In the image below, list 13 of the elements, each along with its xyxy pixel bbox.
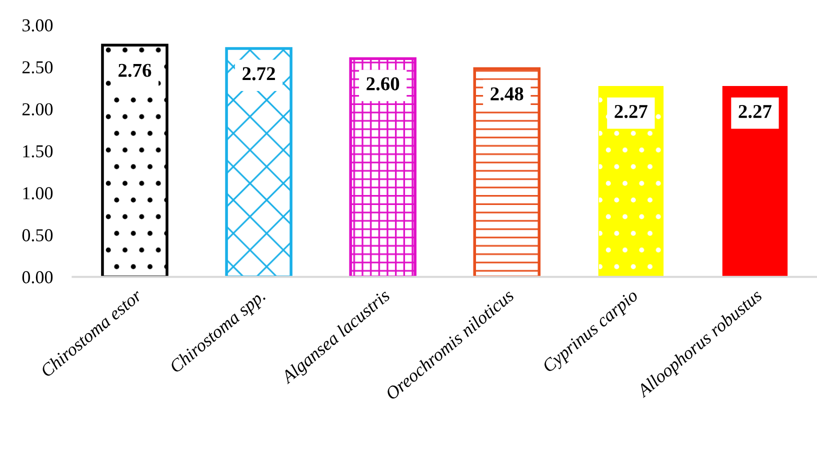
y-tick-label: 0.50 <box>22 229 53 242</box>
data-label: 2.72 <box>242 67 275 80</box>
y-tick-label: 0.00 <box>22 271 53 284</box>
data-label: 2.60 <box>366 77 400 90</box>
y-tick-label: 2.00 <box>22 103 53 116</box>
y-tick-label: 3.00 <box>22 19 53 32</box>
data-label: 2.48 <box>490 87 524 100</box>
data-label: 2.27 <box>738 104 772 118</box>
data-label: 2.27 <box>614 104 648 118</box>
y-tick-label: 1.00 <box>23 187 53 200</box>
y-tick-label: 2.50 <box>22 61 53 74</box>
data-label: 2.76 <box>118 64 152 77</box>
y-tick-label: 1.50 <box>23 145 53 158</box>
